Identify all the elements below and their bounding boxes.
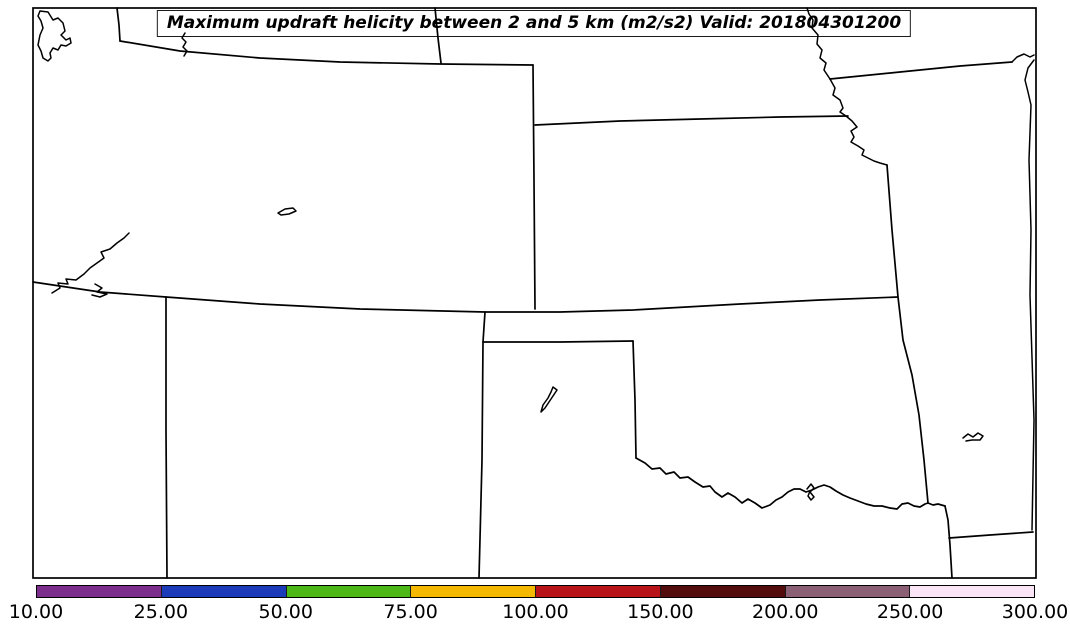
colorbar-tick-label: 10.00 (8, 601, 64, 623)
colorbar-segment-4 (536, 586, 661, 597)
mississippi-river (1024, 59, 1035, 531)
border-37n (32, 281, 899, 313)
colorbar-tick-label: 100.00 (502, 601, 569, 623)
lake-powell-arm (91, 283, 108, 298)
border-new-mexico-east (478, 311, 486, 579)
colorbar-tick-label: 25.00 (133, 601, 189, 623)
border-wyoming-west (116, 7, 121, 42)
border-missouri-kansas-arkansas-east (886, 164, 929, 504)
colorbar-tick-label: 50.00 (258, 601, 313, 623)
colorbar-segment-3 (411, 586, 536, 597)
border-texas-oklahoma-100w (632, 340, 637, 459)
border-red-river (635, 457, 946, 510)
blue-mesa-reservoir (277, 207, 297, 216)
colorbar (36, 585, 1035, 598)
lake-texoma-shore (806, 483, 815, 501)
colorbar-tick-label: 200.00 (752, 601, 819, 623)
conchas-lake (540, 386, 558, 413)
great-salt-lake (37, 10, 72, 62)
map-title: Maximum updraft helicity between 2 and 5… (166, 13, 902, 33)
colorbar-segment-6 (785, 586, 911, 597)
border-oklahoma-panhandle-south (482, 340, 634, 343)
colorbar-segment-2 (286, 586, 412, 597)
border-arkansas-louisiana-33n (948, 531, 1034, 539)
arkansas-river (962, 432, 984, 442)
colorbar-segment-1 (161, 586, 287, 597)
border-colorado-east (532, 64, 536, 310)
colorbar-tick-label: 150.00 (627, 601, 694, 623)
border-texas-arkansas (944, 505, 953, 579)
border-new-mexico-west (165, 296, 168, 579)
des-moines-river (1011, 53, 1035, 63)
border-41n (119, 40, 534, 66)
colorbar-segment-0 (37, 586, 162, 597)
lake-powell-shore (51, 232, 130, 294)
border-kansas-nebraska-40n (534, 115, 849, 126)
map-frame (32, 7, 1037, 579)
colorbar-tick-label: 300.00 (1001, 601, 1069, 623)
colorbar-tick-label: 250.00 (876, 601, 944, 623)
colorbar-segment-5 (660, 586, 786, 597)
colorbar-segment-7 (910, 586, 1034, 597)
border-iowa-missouri (829, 61, 1013, 80)
map-title-box: Maximum updraft helicity between 2 and 5… (156, 10, 912, 37)
colorbar-tick-label: 75.00 (383, 601, 438, 623)
